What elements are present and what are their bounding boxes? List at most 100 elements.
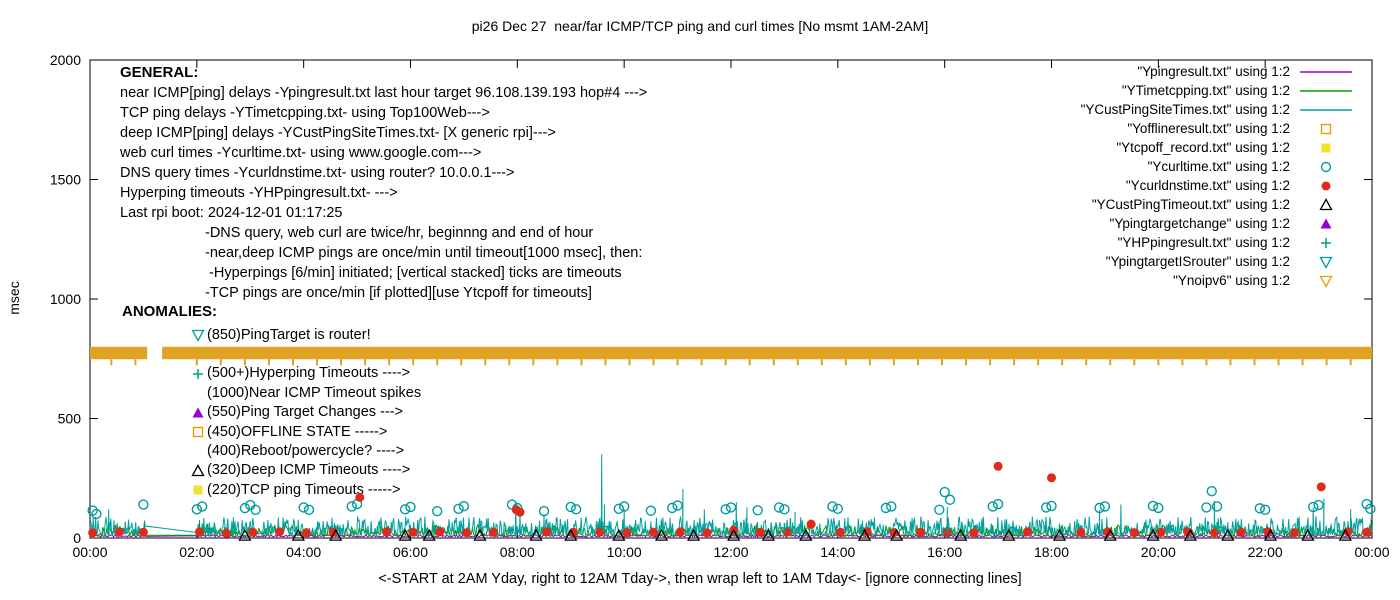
circle-open-icon [570, 504, 582, 515]
circle-open-icon [512, 502, 523, 514]
circle-filled-icon [1343, 527, 1353, 537]
circle-open-icon [1094, 502, 1105, 514]
circle-filled-icon [1156, 527, 1166, 537]
circle-filled-icon [649, 527, 659, 537]
circle-open-icon [405, 501, 416, 513]
triangle-open-icon [612, 528, 626, 541]
legend-label: "Ytcpoff_record.txt" using 1:2 [1116, 140, 1290, 155]
circle-open-icon [1308, 501, 1319, 513]
circle-filled-icon [889, 528, 899, 538]
triangle-open-icon [1338, 528, 1352, 541]
anomaly-line: (1000)Near ICMP Timeout spikes [190, 383, 421, 402]
legend: "Ypingresult.txt" using 1:2 "YTimetcpping… [1081, 62, 1354, 290]
circle-open-icon [934, 504, 945, 515]
legend-marker [1321, 181, 1331, 190]
square-filled-icon [1321, 143, 1331, 152]
circle-open-icon [1046, 500, 1057, 512]
circle-open-icon [1211, 501, 1223, 512]
circle-filled-icon [1022, 527, 1032, 537]
circle-filled-icon [301, 528, 311, 538]
anomaly-marker [191, 330, 205, 343]
general-line: Last rpi boot: 2024-12-01 01:17:25 [120, 205, 343, 221]
x-tick-label: 00:00 [1354, 544, 1389, 560]
circle-filled-icon [462, 528, 472, 538]
circle-filled-icon [1047, 473, 1056, 483]
circle-filled-icon [806, 519, 816, 529]
x-tick-label: 18:00 [1034, 544, 1069, 560]
circle-filled-icon [221, 528, 231, 538]
y-tick-label: 1000 [50, 291, 81, 307]
triangle-open-icon [529, 528, 543, 541]
circle-filled-icon [942, 527, 952, 537]
triangle-open-icon [398, 528, 412, 541]
general-heading: GENERAL: [120, 64, 199, 81]
legend-item: "YCustPingTimeout.txt" using 1:2 [1081, 195, 1354, 214]
circle-open-icon [196, 501, 208, 512]
circle-filled-icon [755, 527, 765, 537]
anomaly-text: (500+)Hyperping Timeouts ----> [207, 365, 411, 382]
circle-open-icon [1040, 502, 1052, 513]
circle-open-icon [944, 494, 956, 505]
circle-open-icon [939, 486, 950, 498]
circle-filled-icon [782, 527, 792, 537]
triangle-open-icon [1221, 528, 1235, 541]
triangle-down-open-icon [191, 330, 205, 343]
legend-item: "Ytcpoff_record.txt" using 1:2 [1081, 138, 1354, 157]
circle-open-icon [453, 503, 464, 515]
circle-open-icon [779, 504, 790, 515]
circle-filled-icon [969, 528, 979, 538]
circle-open-icon [1206, 485, 1217, 497]
triangle-open-icon [889, 528, 904, 541]
triangle-open-icon [1183, 528, 1197, 541]
x-tick-label: 10:00 [607, 544, 642, 560]
triangle-open-icon [761, 528, 775, 541]
circle-open-icon [992, 498, 1004, 510]
legend-item: "YpingtargetISrouter" using 1:2 [1081, 252, 1354, 271]
x-tick-label: 16:00 [927, 544, 962, 560]
legend-item: "Ypingtargetchange" using 1:2 [1081, 214, 1354, 233]
circle-open-icon [672, 500, 683, 511]
anomaly-line: (450)OFFLINE STATE -----> [190, 422, 421, 441]
triangle-filled-icon [192, 407, 204, 418]
triangle-open-icon [1052, 528, 1067, 541]
circle-open-icon [645, 505, 657, 516]
circle-filled-icon [993, 461, 1003, 471]
triangle-open-icon [857, 528, 872, 541]
anomaly-line: (220)TCP ping Timeouts -----> [190, 480, 421, 499]
anomaly-text: (550)Ping Target Changes ---> [207, 404, 403, 421]
circle-filled-icon [114, 527, 124, 537]
general-line: near ICMP[ping] delays -Ypingresult.txt … [120, 85, 648, 101]
anomalies-heading: ANOMALIES: [122, 303, 217, 320]
circle-filled-icon [568, 527, 578, 537]
triangle-open-icon [329, 528, 343, 541]
circle-open-icon [1320, 161, 1332, 172]
circle-open-icon [618, 501, 630, 512]
circle-filled-icon [675, 527, 685, 537]
circle-filled-icon [702, 528, 712, 538]
series-line-Ypingresult.txt [89, 533, 1372, 538]
circle-open-icon [1313, 499, 1324, 511]
anomaly-text: (220)TCP ping Timeouts -----> [207, 481, 401, 498]
circle-filled-icon [1290, 528, 1300, 538]
triangle-open-icon [191, 464, 205, 477]
triangle-open-icon [1301, 528, 1315, 541]
circle-filled-icon [1263, 527, 1273, 537]
general-line: TCP ping delays -YTimetcpping.txt- using… [120, 105, 490, 121]
circle-filled-icon [88, 528, 98, 538]
circle-open-icon [1153, 502, 1164, 514]
x-tick-label: 08:00 [500, 544, 535, 560]
circle-open-icon [827, 501, 838, 512]
anomaly-marker [193, 368, 203, 379]
series-points-YCustPingTimeout.txt [238, 528, 1352, 541]
y-tick-label: 500 [58, 411, 82, 427]
circle-filled-icon [1236, 527, 1246, 537]
legend-item: "Ycurltime.txt" using 1:2 [1081, 157, 1354, 176]
anomaly-line: (500+)Hyperping Timeouts ----> [190, 364, 421, 383]
circle-filled-icon [328, 527, 338, 537]
circle-open-icon [1254, 503, 1266, 514]
circle-open-icon [1147, 500, 1159, 512]
circle-open-icon [987, 501, 998, 512]
series-points-YHPpingresult.txt [202, 521, 1223, 534]
general-line: Hyperping timeouts -YHPpingresult.txt- -… [120, 185, 398, 201]
circle-filled-icon [488, 527, 498, 537]
